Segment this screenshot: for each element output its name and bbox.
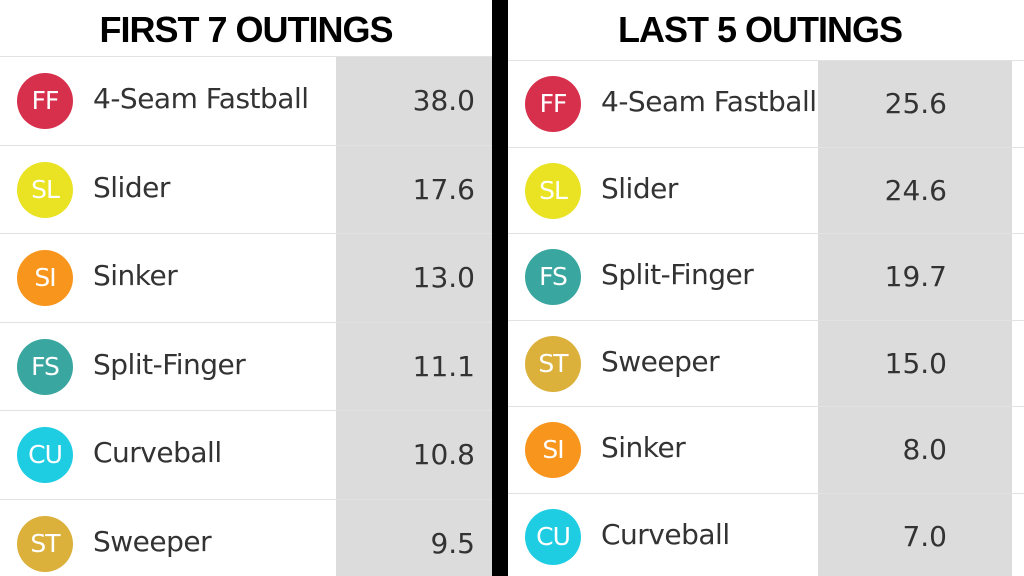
panel-title: LAST 5 OUTINGS xyxy=(617,9,903,50)
pitch-value: 24.6 xyxy=(818,147,1012,234)
pitch-name: Slider xyxy=(601,171,678,205)
pitch-row: 24.6 SL Slider xyxy=(508,146,1024,234)
pitch-name: Sweeper xyxy=(601,344,720,378)
pitch-value: 17.6 xyxy=(336,145,492,234)
pitch-name: Sinker xyxy=(93,259,178,292)
pitch-value: 15.0 xyxy=(818,320,1012,407)
pitch-name: 4-Seam Fastball xyxy=(93,82,309,115)
pitch-badge: FF xyxy=(525,76,581,133)
pitch-value: 25.6 xyxy=(818,61,1012,148)
pitch-row: 19.7 FS Split-Finger xyxy=(508,233,1024,321)
pitch-value: 19.7 xyxy=(818,234,1012,321)
pitch-name: Slider xyxy=(93,170,170,204)
pitch-name: Sinker xyxy=(601,431,686,464)
pitch-row: 8.0 SI Sinker xyxy=(508,406,1024,494)
pitch-row: 11.1 FS Split-Finger xyxy=(0,321,492,411)
pitch-row: 10.8 CU Curveball xyxy=(0,410,492,500)
pitch-badge: SL xyxy=(17,161,73,218)
pitch-row: 7.0 CU Curveball xyxy=(508,492,1024,576)
pitch-value: 13.0 xyxy=(336,234,492,323)
pitch-row: 13.0 SI Sinker xyxy=(0,233,492,323)
panel: LAST 5 OUTINGS 25.6 FF 4-Seam Fastball 24.6 S… xyxy=(508,0,1024,576)
panel-title: FIRST 7 OUTINGS xyxy=(99,9,393,50)
pitch-row: 25.6 FF 4-Seam Fastball xyxy=(508,60,1024,148)
pitch-value: 7.0 xyxy=(818,493,1012,576)
pitch-value: 9.5 xyxy=(336,499,492,576)
panel: FIRST 7 OUTINGS 38.0 FF 4-Seam Fastball 17.6… xyxy=(0,0,492,576)
pitch-badge: CU xyxy=(17,427,73,484)
pitch-value: 8.0 xyxy=(818,407,1012,494)
pitch-badge: FS xyxy=(525,249,581,306)
pitch-name: Split-Finger xyxy=(93,347,246,381)
pitch-badge: ST xyxy=(17,515,73,572)
pitch-row: 38.0 FF 4-Seam Fastball xyxy=(0,56,492,146)
pitch-badge: FS xyxy=(17,338,73,395)
pitch-row: 9.5 ST Sweeper xyxy=(0,498,492,576)
pitch-badge: SI xyxy=(525,422,581,479)
pitch-value: 11.1 xyxy=(336,322,492,411)
pitch-value: 38.0 xyxy=(336,57,492,146)
pitch-badge: SL xyxy=(525,162,581,219)
pitch-row: 17.6 SL Slider xyxy=(0,144,492,234)
pitch-badge: ST xyxy=(525,335,581,392)
pitch-value: 10.8 xyxy=(336,411,492,500)
pitch-name: Curveball xyxy=(601,517,730,551)
pitch-badge: SI xyxy=(17,250,73,307)
pitch-name: 4-Seam Fastball xyxy=(601,85,817,118)
pitch-name: Sweeper xyxy=(93,524,212,558)
pitch-badge: FF xyxy=(17,73,73,130)
pitch-row: 15.0 ST Sweeper xyxy=(508,319,1024,407)
pitch-name: Curveball xyxy=(93,436,222,469)
pitch-badge: CU xyxy=(525,508,581,565)
pitch-name: Split-Finger xyxy=(601,258,754,291)
